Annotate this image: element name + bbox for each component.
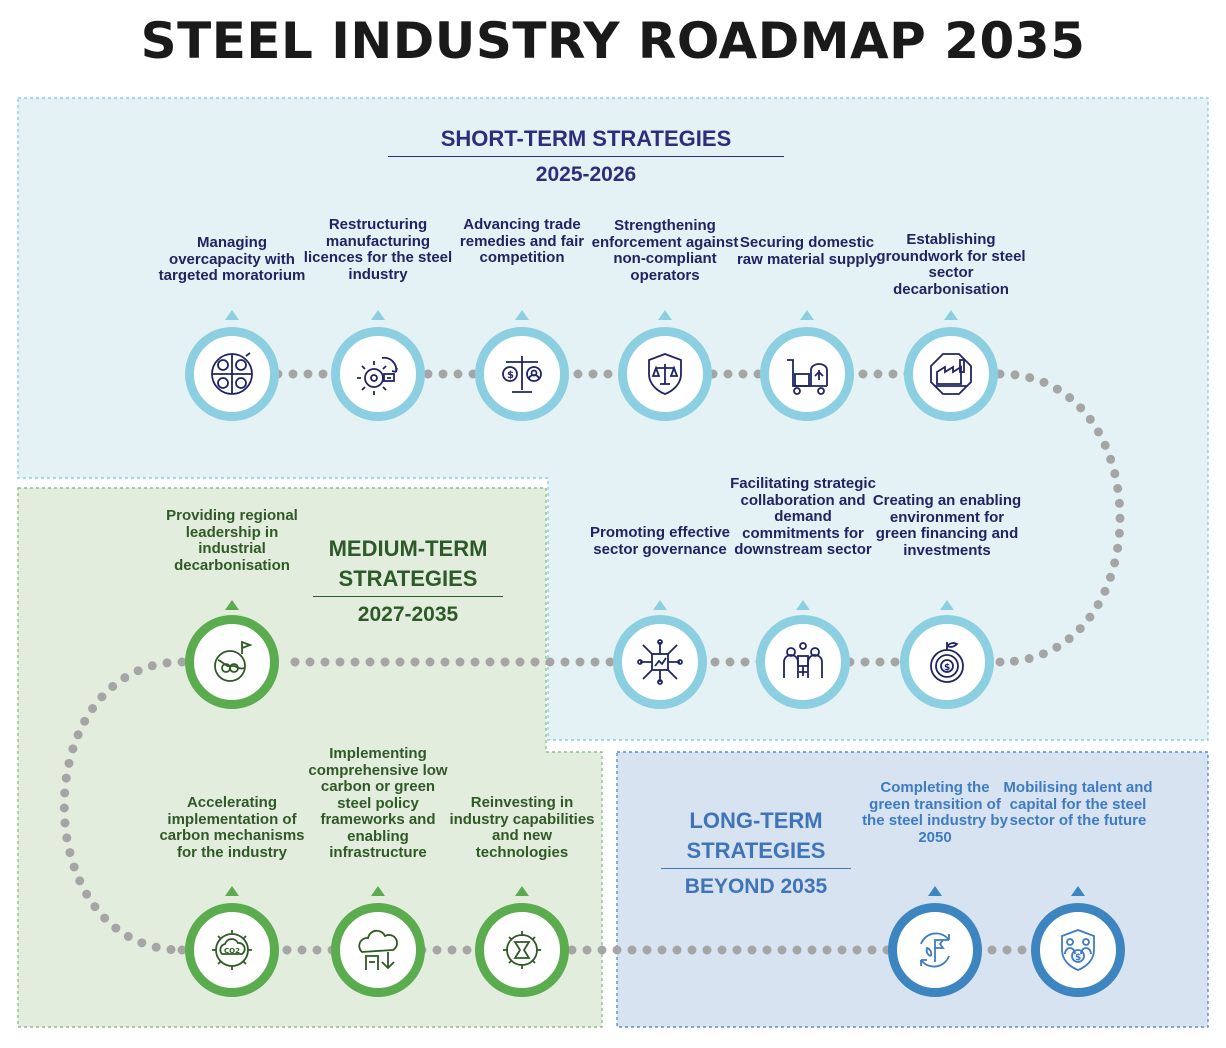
svg-text:CO2: CO2	[224, 947, 240, 955]
shield-scale-icon	[648, 353, 682, 395]
medium-term-divider	[313, 596, 503, 597]
factory-octagon-icon	[930, 353, 972, 395]
pointer-triangle	[225, 886, 239, 896]
short-term-item-label: Promoting effective sector governance	[589, 524, 731, 558]
medium-term-years: 2027-2035	[357, 603, 459, 626]
talent-capital-icon-node: $	[1031, 903, 1125, 997]
pointer-triangle	[940, 600, 954, 610]
medium-term-heading-line1: MEDIUM-TERM	[328, 536, 488, 561]
medium-term-header: MEDIUM-TERM STRATEGIES 2027-2035	[310, 536, 506, 628]
co2-gear-icon: CO2	[212, 930, 252, 970]
short-term-item-label: Managing overcapacity with targeted mora…	[158, 234, 306, 284]
pointer-triangle	[371, 886, 385, 896]
gear-restructure-icon	[357, 356, 398, 395]
gear-restructure-icon-node	[331, 327, 425, 421]
pointer-triangle	[928, 886, 942, 896]
green-transition-cycle-icon-node	[888, 903, 982, 997]
shield-scale-icon-node	[618, 327, 712, 421]
short-term-zone	[17, 97, 1209, 741]
pointer-triangle	[800, 310, 814, 320]
svg-text:$: $	[1075, 953, 1081, 963]
medium-term-heading-line2: STRATEGIES	[338, 566, 478, 591]
pointer-triangle	[653, 600, 667, 610]
globe-flag-icon	[214, 640, 253, 682]
pointer-triangle	[515, 310, 529, 320]
globe-flag-icon-node	[185, 615, 279, 709]
supply-cart-icon	[787, 359, 828, 395]
balance-scale-icon: $	[502, 356, 542, 393]
short-term-item-label: Strengthening enforcement against non-co…	[591, 217, 739, 284]
svg-text:$: $	[507, 370, 514, 381]
green-policy-icon-node	[331, 903, 425, 997]
pointer-triangle	[225, 310, 239, 320]
talent-capital-icon: $	[1061, 929, 1095, 971]
supply-cart-icon-node	[760, 327, 854, 421]
short-term-item-label: Restructuring manufacturing licences for…	[303, 216, 453, 283]
page-title: STEEL INDUSTRY ROADMAP 2035	[140, 12, 1086, 70]
governance-network-icon-node	[613, 615, 707, 709]
short-term-item-label: Advancing trade remedies and fair compet…	[459, 216, 585, 266]
short-term-divider	[388, 156, 784, 157]
medium-term-item-label: Reinvesting in industry capabilities and…	[449, 794, 595, 861]
short-term-years: 2025-2026	[535, 163, 637, 186]
pointer-triangle	[658, 310, 672, 320]
green-finance-icon: $	[930, 642, 964, 683]
long-term-heading-line2: STRATEGIES	[686, 838, 826, 863]
long-term-heading-line1: LONG-TERM	[689, 808, 823, 833]
reinvest-gear-icon	[503, 931, 541, 969]
pointer-triangle	[1071, 886, 1085, 896]
co2-gear-icon-node: CO2	[185, 903, 279, 997]
capacity-quadrant-icon-node	[185, 327, 279, 421]
medium-term-item-label: Implementing comprehensive low carbon or…	[308, 745, 448, 861]
long-term-header: LONG-TERM STRATEGIES BEYOND 2035	[658, 808, 854, 900]
collaboration-people-icon-node	[756, 615, 850, 709]
short-term-item-label: Facilitating strategic collaboration and…	[730, 475, 876, 558]
governance-network-icon	[637, 639, 683, 685]
pointer-triangle	[944, 310, 958, 320]
medium-term-item-label: Providing regional leadership in industr…	[166, 507, 298, 574]
collaboration-people-icon	[783, 642, 823, 678]
pointer-triangle	[225, 600, 239, 610]
medium-term-item-label: Accelerating implementation of carbon me…	[159, 794, 305, 861]
svg-text:$: $	[944, 663, 950, 673]
short-term-item-label: Securing domestic raw material supply	[736, 234, 878, 268]
short-term-item-label: Creating an enabling environment for gre…	[872, 492, 1022, 559]
short-term-item-label: Establishing groundwork for steel sector…	[876, 231, 1026, 298]
long-term-divider	[661, 868, 851, 869]
green-finance-icon-node: $	[900, 615, 994, 709]
factory-octagon-icon-node	[904, 327, 998, 421]
reinvest-gear-icon-node	[475, 903, 569, 997]
medium-term-zone	[17, 487, 603, 1028]
green-policy-icon	[358, 929, 398, 970]
pointer-triangle	[796, 600, 810, 610]
short-term-heading: SHORT-TERM STRATEGIES	[440, 126, 732, 151]
long-term-item-label: Mobilising talent and capital for the st…	[1003, 779, 1153, 829]
long-term-item-label: Completing the green transition of the s…	[862, 779, 1008, 846]
pointer-triangle	[371, 310, 385, 320]
short-term-header: SHORT-TERM STRATEGIES 2025-2026	[388, 126, 784, 188]
capacity-quadrant-icon	[211, 352, 253, 395]
long-term-years: BEYOND 2035	[684, 875, 828, 898]
pointer-triangle	[515, 886, 529, 896]
balance-scale-icon-node: $	[475, 327, 569, 421]
green-transition-cycle-icon	[920, 932, 950, 968]
